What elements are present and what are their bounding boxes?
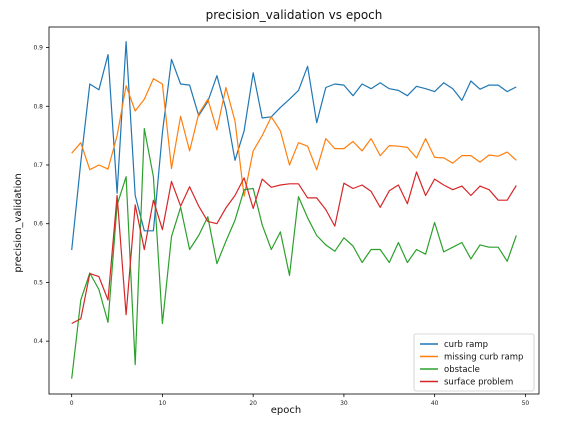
y-tick-label: 0.5 (33, 279, 43, 286)
y-tick-label: 0.9 (33, 45, 43, 52)
series-line-obstacle (71, 128, 517, 379)
legend-label: surface problem (444, 378, 513, 388)
chart-title: precision_validation vs epoch (206, 8, 383, 22)
x-tick-label: 0 (70, 400, 74, 407)
x-tick-label: 40 (431, 400, 439, 407)
x-tick-label: 30 (340, 400, 348, 407)
y-axis-label: precision_validation (13, 173, 24, 272)
x-tick-label: 50 (522, 400, 530, 407)
plot-area (48, 26, 540, 395)
series-line-surface-problem (71, 171, 517, 325)
legend-label: obstacle (444, 365, 480, 375)
y-tick-label: 0.8 (33, 103, 43, 110)
y-axis: 0.4 0.5 0.6 0.7 0.8 0.9 (33, 45, 49, 345)
y-tick-label: 0.6 (33, 221, 43, 228)
series-line-missing-curb-ramp (71, 78, 517, 197)
y-tick-label: 0.7 (33, 162, 43, 169)
series-line-curb-ramp (71, 41, 517, 251)
series-group (71, 41, 517, 379)
legend-label: missing curb ramp (444, 353, 523, 363)
y-tick-label: 0.4 (33, 338, 43, 345)
x-axis-label: epoch (271, 405, 301, 416)
x-tick-label: 10 (159, 400, 167, 407)
legend-label: curb ramp (444, 340, 488, 350)
x-tick-label: 20 (249, 400, 257, 407)
legend-box (413, 333, 535, 392)
legend: curb ramp missing curb ramp obstacle surfac… (413, 333, 535, 392)
x-axis: 0 10 20 30 40 50 (70, 394, 530, 407)
